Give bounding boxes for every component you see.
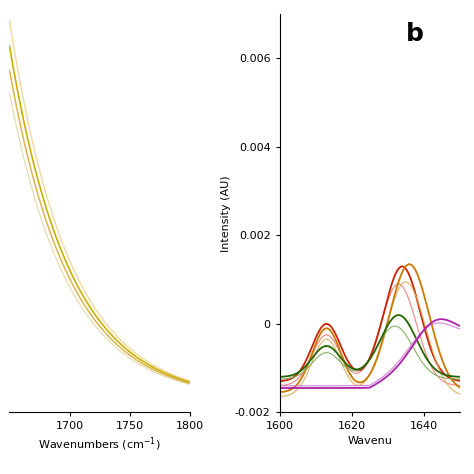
X-axis label: Wavenu: Wavenu	[347, 436, 392, 446]
Text: b: b	[406, 22, 424, 46]
X-axis label: Wavenumbers (cm$^{-1}$): Wavenumbers (cm$^{-1}$)	[38, 436, 161, 453]
Y-axis label: Intensity (AU): Intensity (AU)	[221, 175, 231, 252]
